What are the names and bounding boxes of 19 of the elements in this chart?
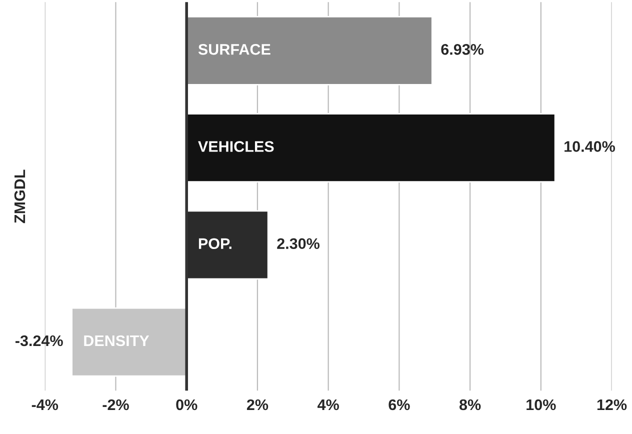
x-tick-label: 4% — [318, 399, 339, 410]
x-tick-label: 6% — [388, 399, 410, 410]
x-tick-label: -4% — [32, 399, 58, 410]
x-tick-label: 12% — [597, 399, 627, 410]
y-tick-label: DENSITY — [84, 335, 150, 346]
data-label: 10.40% — [564, 141, 616, 152]
x-tick-label: 8% — [459, 399, 481, 410]
x-tick-label: -2% — [102, 399, 129, 410]
x-tick-label: 10% — [526, 399, 556, 410]
x-tick-label: 2% — [246, 399, 268, 410]
bar — [186, 113, 556, 183]
data-label: -3.24% — [15, 335, 63, 346]
y-tick-label: POP. — [198, 238, 232, 250]
y-tick-label: SURFACE — [198, 44, 270, 55]
y-axis-title: ZMGDL — [14, 170, 26, 224]
y-tick-label: VEHICLES — [198, 141, 274, 152]
data-label: 2.30% — [277, 238, 320, 250]
x-tick-label: 0% — [176, 399, 198, 410]
data-label: 6.93% — [441, 44, 484, 55]
